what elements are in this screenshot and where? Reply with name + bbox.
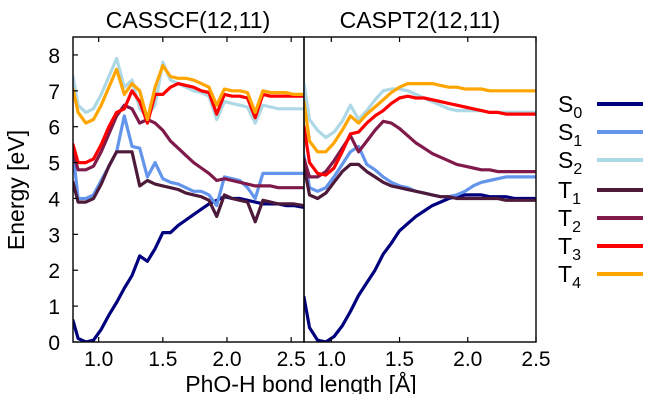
x-axis-label: PhO-H bond length [Å] bbox=[185, 370, 416, 394]
caspt2-series-lines bbox=[304, 81, 536, 342]
legend-label-base: T bbox=[558, 261, 572, 287]
legend-label-base: T bbox=[558, 205, 572, 231]
legend-item-t4: T4 bbox=[558, 261, 643, 292]
legend-label: S2 bbox=[558, 147, 582, 178]
y-tick-label: 8 bbox=[48, 45, 60, 68]
casscf-series-t2-line bbox=[73, 103, 304, 190]
y-tick-label: 4 bbox=[48, 188, 60, 211]
y-tick-label: 1 bbox=[48, 296, 60, 319]
y-tick-label: 5 bbox=[48, 153, 60, 176]
y-tick-label: 0 bbox=[48, 332, 60, 355]
casscf-x-tick-label: 1.0 bbox=[84, 348, 113, 371]
casscf-ticks: 1.0 1.5 2.0 2.5 0 1 2 3 4 5 6 7 8 bbox=[48, 37, 306, 371]
caspt2-panel: CASPT2(12,11) 1.0 1.5 2.0 2.5 bbox=[303, 7, 551, 371]
legend-label: T2 bbox=[558, 205, 581, 236]
legend-label-sub: 4 bbox=[572, 275, 581, 292]
caspt2-series-s0-line bbox=[304, 193, 536, 342]
casscf-x-tick-label: 2.0 bbox=[212, 348, 241, 371]
casscf-panel-title: CASSCF(12,11) bbox=[106, 7, 270, 33]
legend-label-sub: 1 bbox=[572, 191, 581, 208]
caspt2-x-tick-label: 2.5 bbox=[521, 348, 550, 371]
legend-item-s2: S2 bbox=[558, 147, 643, 178]
legend-label-sub: 2 bbox=[572, 219, 581, 236]
casscf-series-t3-line bbox=[73, 81, 304, 165]
legend-label: T3 bbox=[558, 233, 581, 264]
legend-label-base: S bbox=[558, 119, 573, 145]
casscf-x-tick-label: 1.5 bbox=[148, 348, 177, 371]
legend-item-s1: S1 bbox=[558, 119, 643, 150]
caspt2-x-tick-label: 1.0 bbox=[317, 348, 346, 371]
legend-label-sub: 2 bbox=[573, 161, 582, 178]
legend-label: T1 bbox=[558, 177, 581, 208]
legend-label-sub: 3 bbox=[572, 247, 581, 264]
legend-label-sub: 1 bbox=[573, 133, 582, 150]
casscf-series-s0-line bbox=[73, 195, 304, 342]
legend-label-base: S bbox=[558, 91, 573, 117]
y-tick-label: 2 bbox=[48, 260, 60, 283]
legend-label: S1 bbox=[558, 119, 582, 150]
legend-item-t3: T3 bbox=[558, 233, 643, 264]
y-tick-label: 3 bbox=[48, 224, 60, 247]
legend-item-t1: T1 bbox=[558, 177, 643, 208]
legend-label: S0 bbox=[558, 91, 582, 122]
y-axis-label: Energy [eV] bbox=[3, 130, 29, 250]
caspt2-ticks: 1.0 1.5 2.0 2.5 bbox=[317, 37, 551, 371]
caspt2-plot-frame bbox=[303, 36, 537, 343]
legend-item-s0: S0 bbox=[558, 91, 643, 122]
casscf-series-t1-line bbox=[73, 150, 304, 224]
legend-label-base: T bbox=[558, 177, 572, 203]
legend-label: T4 bbox=[558, 261, 581, 292]
caspt2-x-tick-label: 1.5 bbox=[385, 348, 414, 371]
casscf-x-tick-label: 2.5 bbox=[277, 348, 306, 371]
caspt2-panel-title: CASPT2(12,11) bbox=[340, 7, 501, 33]
caspt2-series-t1-line bbox=[304, 162, 536, 202]
legend-item-t2: T2 bbox=[558, 205, 643, 236]
caspt2-series-t2-line bbox=[304, 119, 536, 179]
legend-label-sub: 0 bbox=[573, 105, 582, 122]
casscf-series-s2-line bbox=[73, 56, 304, 125]
y-tick-label: 7 bbox=[48, 81, 60, 104]
legend-label-base: S bbox=[558, 147, 573, 173]
caspt2-series-t3-line bbox=[304, 94, 536, 177]
casscf-series-lines bbox=[73, 56, 304, 342]
casscf-series-t4-line bbox=[73, 64, 304, 125]
caspt2-x-tick-label: 2.0 bbox=[453, 348, 482, 371]
caspt2-series-t4-line bbox=[304, 81, 536, 154]
legend-label-base: T bbox=[558, 233, 572, 259]
casscf-panel: CASSCF(12,11) 1.0 1.5 2.0 2.5 0 1 2 3 4 5 6 7 8 bbox=[48, 7, 305, 371]
y-tick-label: 6 bbox=[48, 117, 60, 140]
